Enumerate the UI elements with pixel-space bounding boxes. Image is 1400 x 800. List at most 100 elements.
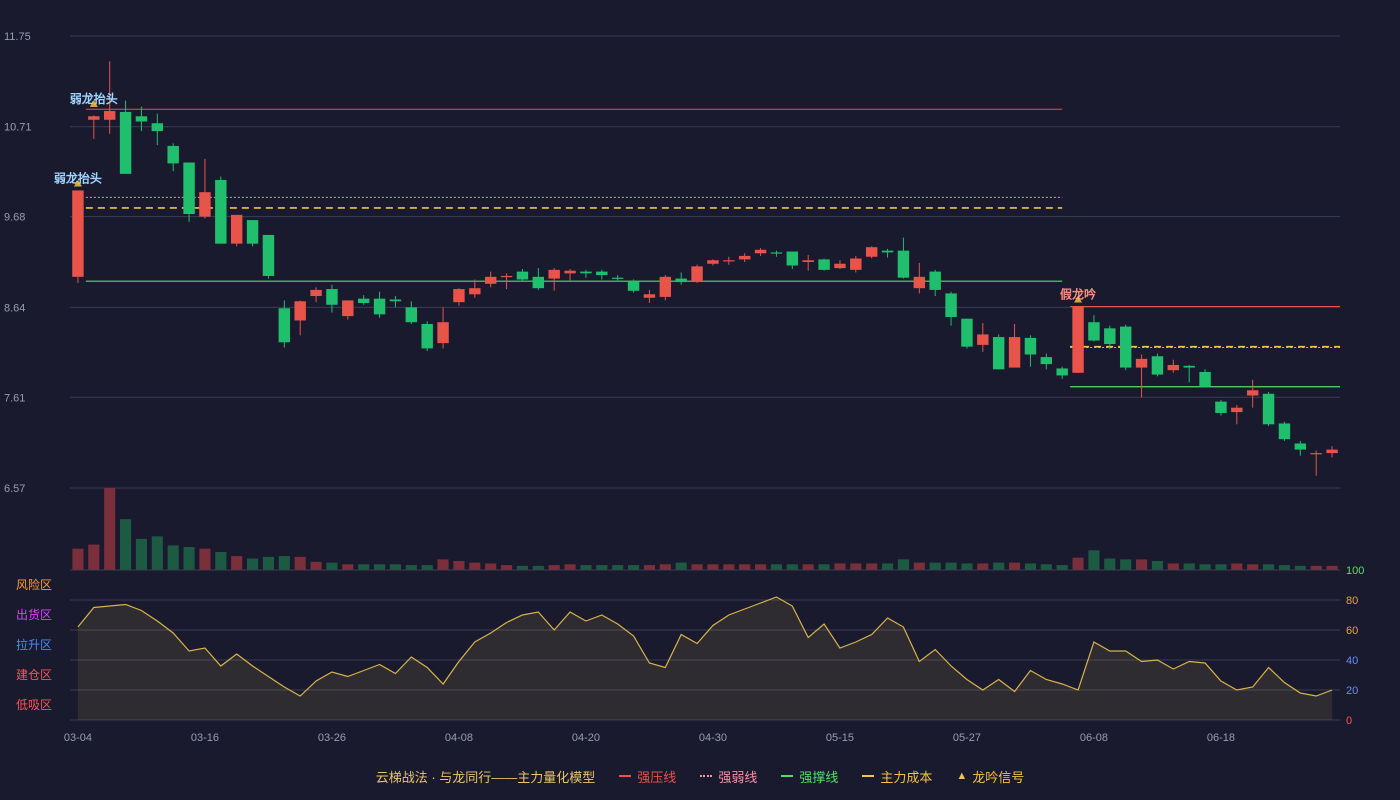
volume-bar — [1072, 557, 1084, 570]
legend-item-model: 云梯战法 · 与龙同行——主力量化模型 — [376, 767, 596, 786]
volume-bar — [580, 565, 592, 570]
candle-body — [707, 260, 719, 264]
volume-bar — [88, 544, 100, 570]
candle-body — [1326, 449, 1338, 454]
candle-body — [389, 299, 402, 302]
candle-body — [1294, 443, 1307, 450]
price-tick-label: 6.57 — [4, 483, 25, 495]
volume-bar — [945, 562, 957, 570]
candle-body — [1088, 322, 1100, 341]
candle-body — [437, 322, 449, 344]
volume-bar — [834, 563, 846, 570]
candle-body — [215, 179, 227, 244]
candle-body — [1310, 453, 1322, 455]
volume-bar — [929, 562, 941, 570]
candle-body — [453, 289, 465, 303]
volume-bar — [897, 559, 909, 570]
solid-line-icon — [781, 775, 794, 777]
volume-bar — [1104, 558, 1116, 570]
oscillator-tick-label: 0 — [1346, 715, 1352, 727]
candle-body — [294, 301, 306, 321]
volume-bar — [643, 565, 655, 570]
volume-bar — [786, 564, 798, 570]
volume-bar — [659, 564, 671, 570]
signal-triangle-icon — [1074, 295, 1083, 303]
candle-body — [135, 116, 148, 122]
candle-body — [675, 278, 687, 283]
volume-bar — [596, 565, 608, 570]
oscillator-tick-label: 40 — [1346, 655, 1358, 667]
volume-bar — [850, 563, 862, 570]
volume-bar — [516, 565, 528, 570]
volume-bar — [564, 564, 576, 570]
oscillator-zone-label: 低吸区 — [16, 698, 52, 712]
candle-body — [373, 298, 386, 315]
volume-layer — [72, 488, 1338, 570]
candle-body — [1183, 365, 1195, 368]
price-tick-label: 11.75 — [4, 31, 31, 43]
volume-bar — [183, 547, 195, 570]
oscillator-tick-label: 20 — [1346, 685, 1358, 697]
candle-body — [723, 260, 735, 262]
candle-body — [1072, 306, 1084, 373]
volume-bar — [1310, 565, 1322, 570]
date-tick-label: 03-26 — [318, 732, 346, 744]
signal-annotation-label: 弱龙抬头 — [54, 170, 102, 185]
candle-body — [913, 276, 926, 289]
legend: 云梯战法 · 与龙同行——主力量化模型 强压线 强弱线 强撑线 主力成本 ▲ 龙… — [0, 766, 1400, 786]
volume-bar — [1294, 565, 1306, 570]
oscillator-tick-label: 60 — [1346, 625, 1358, 637]
price-tick-label: 10.71 — [4, 122, 32, 134]
oscillator-zone-label: 建仓区 — [16, 668, 52, 682]
candle-body — [500, 275, 513, 278]
candle-body — [167, 145, 179, 164]
candle-body — [564, 270, 576, 274]
volume-bar — [1326, 565, 1338, 570]
candle-body — [183, 162, 195, 215]
candle-body — [151, 123, 164, 132]
candle-body — [738, 255, 751, 260]
dashed-line-icon — [862, 775, 875, 777]
candle-body — [1119, 326, 1132, 368]
oscillator-tick-label: 100 — [1346, 565, 1364, 577]
candle-body — [230, 214, 243, 244]
candle-body — [881, 250, 894, 253]
volume-bar — [612, 565, 624, 570]
candle-body — [484, 276, 497, 284]
candle-body — [469, 288, 481, 295]
candle-body — [961, 318, 973, 347]
volume-bar — [723, 564, 735, 570]
price-tick-label: 9.68 — [4, 212, 25, 224]
candle-body — [119, 111, 132, 174]
candle-body — [548, 269, 560, 279]
candle-body — [326, 289, 338, 305]
volume-bar — [215, 551, 227, 570]
volume-bar — [691, 564, 703, 570]
date-tick-label: 04-08 — [445, 732, 473, 744]
signal-triangle-icon — [73, 179, 82, 187]
volume-bar — [358, 564, 370, 570]
candle-body — [199, 192, 211, 217]
candle-body — [643, 294, 656, 298]
candle-body — [818, 259, 830, 270]
volume-bar — [739, 564, 751, 570]
volume-bar — [1040, 564, 1052, 570]
oscillator-zone-label: 出货区 — [16, 607, 52, 622]
volume-bar — [453, 560, 465, 570]
oscillator-line — [77, 596, 1333, 697]
volume-bar — [1136, 559, 1148, 570]
dotted-line-icon — [700, 775, 713, 777]
candle-body — [1024, 337, 1037, 355]
candle-body — [897, 250, 910, 278]
candle-body — [1262, 393, 1275, 425]
candle-body — [865, 247, 878, 257]
volume-bar — [342, 564, 354, 570]
legend-item-signal: ▲ 龙吟信号 — [956, 767, 1024, 786]
volume-bar — [1183, 563, 1195, 570]
candle-body — [1215, 401, 1227, 413]
legend-item-strong-weak: 强弱线 — [700, 767, 757, 786]
candle-body — [532, 276, 545, 289]
volume-bar — [1247, 564, 1259, 570]
